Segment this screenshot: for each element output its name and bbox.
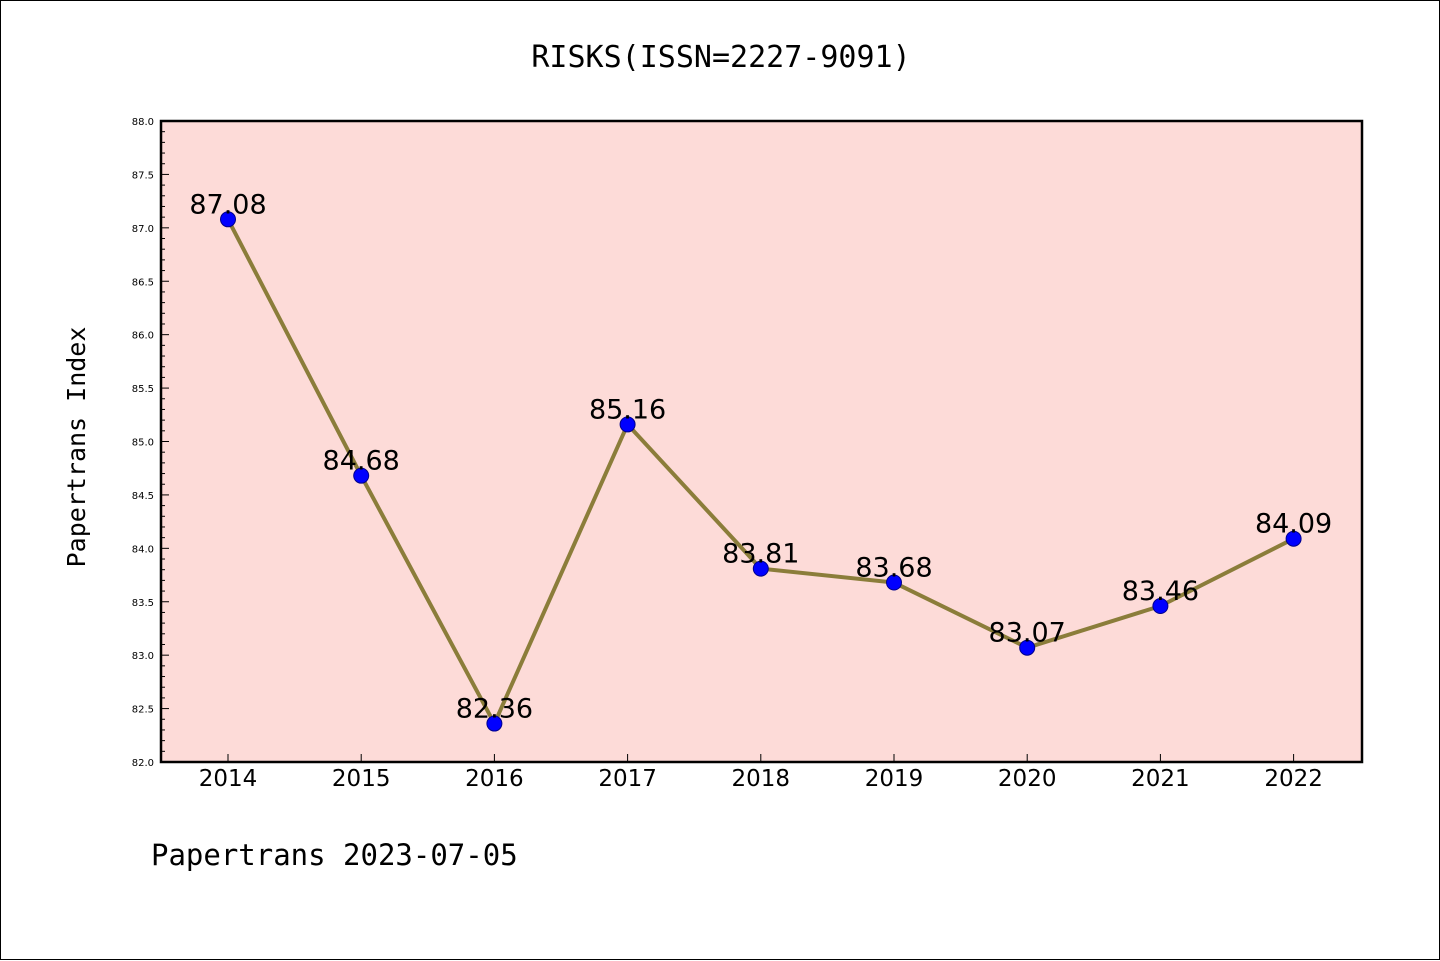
data-label: 87.08	[189, 189, 266, 220]
y-tick-label: 85.0	[132, 438, 154, 449]
data-point	[886, 574, 902, 591]
data-label: 83.07	[989, 618, 1066, 649]
data-label: 83.81	[722, 539, 799, 570]
data-label: 83.46	[1122, 576, 1199, 607]
plot-border	[159, 119, 1364, 764]
data-label: 83.68	[855, 553, 932, 584]
y-tick-label: 87.5	[132, 170, 154, 181]
plot-area	[161, 121, 1362, 762]
data-label: 82.36	[456, 694, 533, 725]
y-tick-label: 87.0	[132, 224, 154, 235]
x-tick-label: 2015	[332, 766, 391, 792]
y-tick-label: 82.0	[132, 758, 154, 769]
y-tick-label: 88.0	[132, 117, 154, 128]
x-axis-ticks: 2014 2015 2016 2017 2018 2019 2020 2021 2022	[199, 754, 1323, 792]
y-axis-label: Papertrans Index	[62, 327, 91, 568]
data-point	[220, 211, 236, 228]
y-tick-label: 86.5	[132, 277, 154, 288]
footer-text: Papertrans 2023-07-05	[151, 838, 518, 872]
y-tick-label: 82.5	[132, 705, 154, 716]
data-point	[353, 467, 370, 484]
data-label: 84.68	[323, 446, 400, 477]
x-tick-label: 2021	[1131, 766, 1190, 792]
y-tick-label: 83.5	[132, 598, 154, 609]
x-tick-label: 2020	[998, 766, 1057, 792]
x-tick-label: 2016	[465, 766, 524, 792]
y-tick-label: 86.0	[132, 331, 154, 342]
data-labels: 87.08 84.68 82.36 85.16 83.81 83.68 83.07 83.46…	[189, 189, 1332, 724]
x-tick-label: 2019	[865, 766, 924, 792]
chart-title: RISKS(ISSN=2227-9091)	[531, 40, 910, 75]
x-tick-label: 2022	[1264, 766, 1323, 792]
x-tick-label: 2017	[598, 766, 657, 792]
y-tick-label: 84.0	[132, 544, 154, 555]
y-tick-label: 84.5	[132, 491, 154, 502]
y-axis-ticks: 82.0 82.5 83.0 83.5 84.0 84.5 85.0 85.5 86.0 86.5…	[132, 117, 169, 769]
data-point	[1152, 598, 1169, 615]
data-points	[220, 211, 1302, 732]
data-point	[1285, 530, 1302, 547]
x-tick-label: 2018	[732, 766, 791, 792]
data-point	[486, 715, 503, 732]
data-point	[752, 560, 769, 577]
y-tick-label: 85.5	[132, 384, 154, 395]
data-point	[619, 416, 636, 433]
x-tick-label: 2014	[199, 766, 258, 792]
y-tick-label: 83.0	[132, 651, 154, 662]
data-point	[1019, 639, 1036, 656]
data-label: 84.09	[1255, 509, 1332, 540]
data-label: 85.16	[589, 394, 666, 425]
